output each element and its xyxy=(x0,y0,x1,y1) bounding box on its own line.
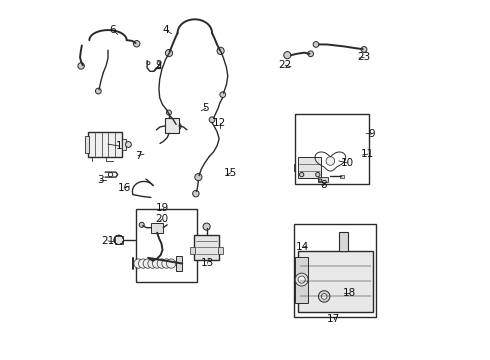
Circle shape xyxy=(319,179,322,182)
Circle shape xyxy=(174,123,181,130)
Text: 3: 3 xyxy=(97,175,104,185)
Text: 12: 12 xyxy=(213,118,226,128)
Bar xyxy=(85,136,89,153)
Circle shape xyxy=(195,174,202,181)
Circle shape xyxy=(209,117,215,123)
Text: 23: 23 xyxy=(357,52,370,62)
Text: 11: 11 xyxy=(361,149,374,159)
Text: 20: 20 xyxy=(155,215,169,224)
Bar xyxy=(136,209,196,282)
Circle shape xyxy=(298,276,305,283)
Circle shape xyxy=(157,259,167,268)
Bar xyxy=(341,175,344,178)
Circle shape xyxy=(139,259,148,268)
Bar xyxy=(339,233,348,251)
Bar xyxy=(190,247,195,254)
Circle shape xyxy=(321,293,327,299)
Text: 22: 22 xyxy=(278,60,292,70)
Circle shape xyxy=(78,63,84,69)
Bar xyxy=(151,223,163,233)
Text: 5: 5 xyxy=(202,103,209,113)
Text: 15: 15 xyxy=(224,168,237,178)
Text: 7: 7 xyxy=(135,150,142,161)
Bar xyxy=(298,251,373,312)
Text: 8: 8 xyxy=(320,180,326,190)
Circle shape xyxy=(96,88,101,94)
Bar xyxy=(298,157,321,178)
Circle shape xyxy=(361,46,367,52)
Circle shape xyxy=(166,49,172,57)
Circle shape xyxy=(143,259,152,268)
Circle shape xyxy=(203,223,210,230)
Circle shape xyxy=(295,273,308,286)
Text: 4: 4 xyxy=(163,25,170,35)
Bar xyxy=(176,256,182,271)
Bar xyxy=(122,139,126,150)
Circle shape xyxy=(139,222,144,227)
Circle shape xyxy=(326,157,335,165)
Circle shape xyxy=(167,110,172,115)
Circle shape xyxy=(217,47,224,54)
Bar xyxy=(166,118,179,134)
Circle shape xyxy=(299,172,304,177)
Circle shape xyxy=(193,190,199,197)
Circle shape xyxy=(162,259,171,268)
Text: 10: 10 xyxy=(341,158,354,168)
Circle shape xyxy=(134,259,143,268)
Circle shape xyxy=(148,259,157,268)
Circle shape xyxy=(313,41,319,47)
Text: 21: 21 xyxy=(101,236,115,246)
Circle shape xyxy=(318,291,330,302)
Circle shape xyxy=(220,92,225,98)
Bar xyxy=(115,236,123,244)
Circle shape xyxy=(152,259,162,268)
Circle shape xyxy=(125,141,131,147)
Circle shape xyxy=(167,259,176,268)
Bar xyxy=(295,114,368,184)
Bar xyxy=(88,132,122,157)
Bar xyxy=(219,247,223,254)
Text: 6: 6 xyxy=(110,25,116,35)
Bar xyxy=(295,257,308,303)
Text: 16: 16 xyxy=(118,183,131,193)
Text: 18: 18 xyxy=(343,288,356,298)
Text: 9: 9 xyxy=(368,129,374,139)
Text: 17: 17 xyxy=(327,314,341,324)
Text: 2: 2 xyxy=(156,60,162,70)
Text: 14: 14 xyxy=(296,242,309,252)
Circle shape xyxy=(308,51,314,57)
Text: 13: 13 xyxy=(201,258,214,268)
Bar xyxy=(318,177,328,182)
Bar xyxy=(294,224,376,317)
Bar xyxy=(194,235,219,260)
Circle shape xyxy=(316,172,320,177)
Circle shape xyxy=(284,51,291,59)
Text: 1: 1 xyxy=(116,141,122,151)
Text: 19: 19 xyxy=(156,203,169,213)
Circle shape xyxy=(133,41,140,47)
